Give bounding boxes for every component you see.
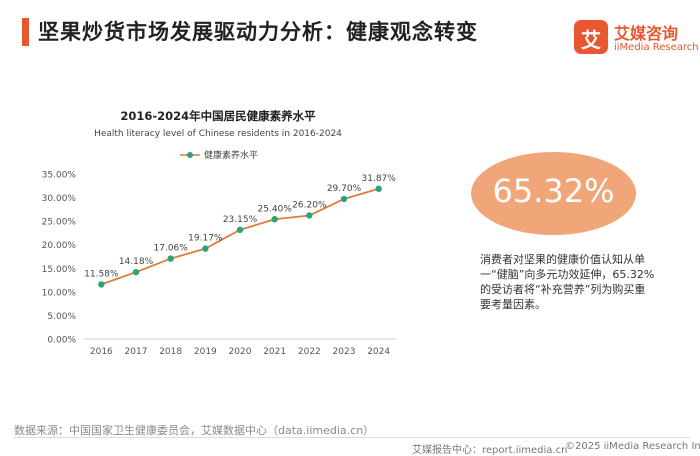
data-point [98,281,105,288]
data-label: 17.06% [154,244,189,254]
data-point [202,245,209,252]
y-tick-label: 20.00% [42,241,77,251]
highlight-value: 65.32% [492,172,615,210]
data-point [306,212,313,219]
y-tick-label: 30.00% [42,194,77,204]
x-tick-label: 2024 [367,347,390,357]
x-tick-label: 2016 [90,347,113,357]
y-tick-label: 5.00% [47,312,76,322]
series-line [101,187,379,286]
y-tick-label: 25.00% [42,218,77,228]
chart-legend: 健康素养水平 [180,149,258,161]
legend-marker-icon [187,152,193,158]
y-tick-label: 15.00% [42,265,77,275]
data-point [340,195,348,203]
title-accent-bar [22,18,29,46]
chart-title: 2016-2024年中国居民健康素养水平 [120,109,316,123]
chart-panel: 2016-2024年中国居民健康素养水平 Health literacy lev… [36,102,406,372]
x-tick-label: 2022 [298,347,321,357]
brand-logo: 艾 艾媒咨询 iiMedia Research [574,20,699,56]
data-label: 29.70% [327,184,362,194]
data-point [375,185,382,192]
chart-subtitle: Health literacy level of Chinese residen… [94,129,342,139]
footer-divider [14,437,690,438]
data-label: 26.20% [292,200,327,210]
brand-mark-text: 艾 [581,28,601,52]
page-title: 坚果炒货市场发展驱动力分析：健康观念转变 [38,20,478,44]
insight-note: 消费者对坚果的健康价值认知从单一“健脑”向多元功效延伸，65.32%的受访者将“… [480,253,655,311]
y-tick-label: 0.00% [47,336,76,346]
health-literacy-line-chart: 2016-2024年中国居民健康素养水平 Health literacy lev… [42,109,397,357]
x-tick-label: 2023 [333,347,356,357]
brand-name-cn: 艾媒咨询 [614,24,679,43]
x-tick-label: 2019 [194,347,217,357]
data-label: 19.17% [188,234,223,244]
data-label: 14.18% [119,257,154,267]
x-tick-label: 2020 [229,347,252,357]
data-label: 23.15% [223,215,258,225]
x-tick-label: 2021 [263,347,286,357]
data-source: 数据来源：中国国家卫生健康委员会，艾媒数据中心（data.iimedia.cn） [14,424,375,437]
highlight-bubble: 65.32% [471,152,636,235]
data-label: 25.40% [258,204,293,214]
footer-copyright: ©2025 iiMedia Research Inc [565,441,700,452]
brand-mark-icon: 艾 [574,20,608,54]
data-point [132,268,140,276]
legend-label: 健康素养水平 [204,149,258,161]
data-label: 31.87% [362,174,397,184]
data-point [271,216,278,223]
y-tick-label: 10.00% [42,288,77,298]
x-tick-label: 2018 [159,347,182,357]
brand-name-en: iiMedia Research [614,42,699,53]
data-point [236,226,244,234]
data-label: 11.58% [84,269,119,279]
y-tick-label: 35.00% [42,171,77,181]
x-tick-label: 2017 [125,347,148,357]
footer-report-center: 艾媒报告中心：report.iimedia.cn [412,445,568,456]
data-point [167,255,174,262]
